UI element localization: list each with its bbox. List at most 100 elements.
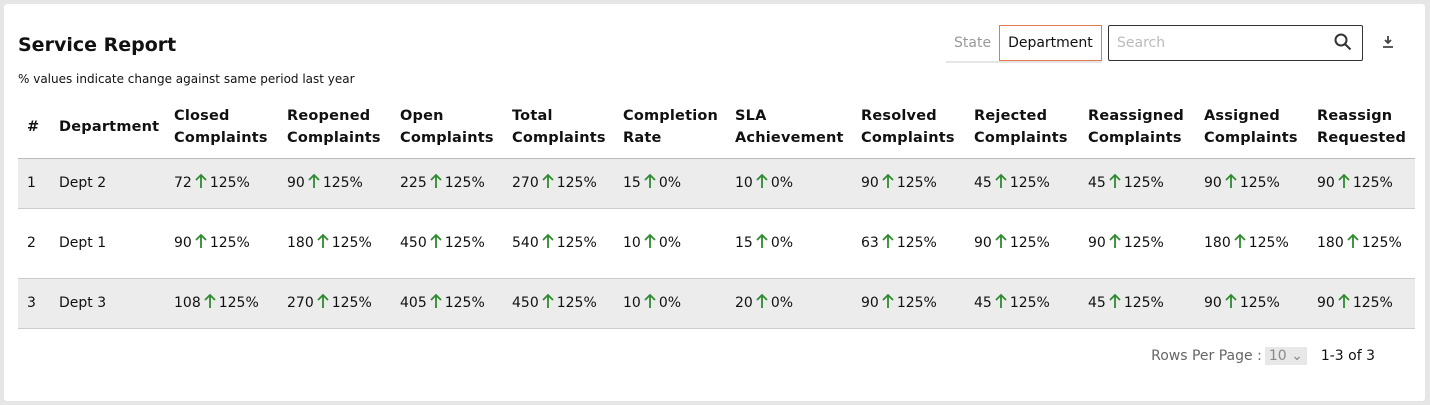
metric-change: 125% bbox=[896, 235, 937, 251]
metric-cell: 10 0% bbox=[614, 208, 726, 279]
search-icon[interactable] bbox=[1334, 33, 1352, 51]
metric-cell: 270 125% bbox=[278, 278, 391, 329]
up-arrow bbox=[542, 293, 554, 308]
metric-change: 125% bbox=[444, 295, 485, 311]
metric-change: 125% bbox=[1009, 295, 1050, 311]
up-arrow bbox=[995, 293, 1007, 308]
metric-change: 125% bbox=[1352, 175, 1393, 191]
metric-change: 0% bbox=[658, 175, 682, 191]
metric-value: 45 bbox=[974, 295, 992, 311]
metric-change: 125% bbox=[1123, 175, 1164, 191]
up-arrow bbox=[756, 173, 768, 188]
metric-cell: 45 125% bbox=[1079, 278, 1195, 329]
metric-cell: 450 125% bbox=[391, 208, 503, 279]
up-arrow bbox=[644, 233, 656, 248]
metric-change: 0% bbox=[770, 235, 794, 251]
column-header: Department bbox=[50, 96, 165, 159]
metric-cell: 10 0% bbox=[726, 158, 852, 209]
report-card: Service Report % values indicate change … bbox=[4, 4, 1425, 401]
up-arrow bbox=[882, 173, 894, 188]
toggle-option[interactable]: State bbox=[954, 35, 992, 51]
metric-change: 125% bbox=[444, 235, 485, 251]
metric-cell: 90 125% bbox=[852, 278, 965, 329]
metric-change: 125% bbox=[1123, 295, 1164, 311]
metric-change: 125% bbox=[1239, 295, 1280, 311]
metric-cell: 90 125% bbox=[1079, 208, 1195, 279]
up-arrow bbox=[882, 293, 894, 308]
metric-cell: 45 125% bbox=[965, 158, 1079, 209]
metric-change: 125% bbox=[444, 175, 485, 191]
metric-cell: 10 0% bbox=[614, 278, 726, 329]
metric-cell: 270 125% bbox=[503, 158, 614, 209]
up-arrow bbox=[430, 233, 442, 248]
metric-value: 180 bbox=[287, 235, 314, 251]
metric-cell: 180 125% bbox=[1308, 208, 1415, 279]
metric-value: 180 bbox=[1317, 235, 1344, 251]
metric-cell: 15 0% bbox=[614, 158, 726, 209]
up-arrow bbox=[542, 173, 554, 188]
download-icon[interactable] bbox=[1381, 35, 1395, 49]
metric-value: 270 bbox=[287, 295, 314, 311]
table-row: 2 Dept 1 90 125% 180 125% 450 125% 540 125% 10 0% 15… bbox=[18, 208, 1415, 279]
metric-value: 45 bbox=[1088, 175, 1106, 191]
metric-value: 15 bbox=[623, 175, 641, 191]
metric-cell: 90 125% bbox=[852, 158, 965, 209]
metric-value: 10 bbox=[735, 175, 753, 191]
up-arrow bbox=[317, 293, 329, 308]
column-header: Reassign Requested bbox=[1308, 96, 1415, 159]
metric-value: 72 bbox=[174, 175, 192, 191]
metric-value: 10 bbox=[623, 235, 641, 251]
search-box[interactable]: Search bbox=[1108, 25, 1363, 61]
up-arrow bbox=[882, 233, 894, 248]
metric-value: 63 bbox=[861, 235, 879, 251]
metric-change: 125% bbox=[209, 235, 250, 251]
toggle-option[interactable]: Department bbox=[999, 25, 1102, 61]
rows-per-page-value: 10 bbox=[1268, 348, 1287, 364]
up-arrow bbox=[430, 173, 442, 188]
title: Service Report bbox=[18, 34, 177, 56]
view-toggle: State Department bbox=[946, 25, 1102, 63]
metric-change: 125% bbox=[1248, 235, 1289, 251]
metric-value: 90 bbox=[1204, 175, 1222, 191]
up-arrow bbox=[308, 173, 320, 188]
metric-change: 125% bbox=[1352, 295, 1393, 311]
up-arrow bbox=[1338, 173, 1350, 188]
metric-cell: 90 125% bbox=[1195, 158, 1308, 209]
up-arrow bbox=[644, 293, 656, 308]
rows-per-page-select[interactable]: 10 ⌄ bbox=[1264, 347, 1307, 365]
metric-cell: 90 125% bbox=[1308, 278, 1415, 329]
metric-value: 90 bbox=[974, 235, 992, 251]
column-header: Resolved Complaints bbox=[852, 96, 965, 159]
metric-value: 90 bbox=[861, 295, 879, 311]
metric-value: 225 bbox=[400, 175, 427, 191]
department-name: Dept 1 bbox=[50, 208, 165, 279]
metric-value: 270 bbox=[512, 175, 539, 191]
up-arrow bbox=[1225, 293, 1237, 308]
column-header: # bbox=[18, 96, 50, 159]
column-header: Reassigned Complaints bbox=[1079, 96, 1195, 159]
metric-change: 125% bbox=[331, 295, 372, 311]
column-header: SLA Achievement bbox=[726, 96, 852, 159]
up-arrow bbox=[317, 233, 329, 248]
metric-value: 10 bbox=[623, 295, 641, 311]
metric-value: 405 bbox=[400, 295, 427, 311]
metric-cell: 45 125% bbox=[965, 278, 1079, 329]
metric-cell: 63 125% bbox=[852, 208, 965, 279]
metric-change: 125% bbox=[1239, 175, 1280, 191]
column-header: Reopened Complaints bbox=[278, 96, 391, 159]
up-arrow bbox=[1109, 173, 1121, 188]
metric-change: 125% bbox=[1361, 235, 1402, 251]
metric-cell: 90 125% bbox=[278, 158, 391, 209]
metric-cell: 540 125% bbox=[503, 208, 614, 279]
metric-change: 125% bbox=[556, 175, 597, 191]
metric-cell: 45 125% bbox=[1079, 158, 1195, 209]
metric-cell: 225 125% bbox=[391, 158, 503, 209]
metric-cell: 405 125% bbox=[391, 278, 503, 329]
metric-value: 90 bbox=[1317, 175, 1335, 191]
up-arrow bbox=[542, 233, 554, 248]
metric-value: 90 bbox=[1204, 295, 1222, 311]
up-arrow bbox=[195, 233, 207, 248]
metric-cell: 108 125% bbox=[165, 278, 278, 329]
metric-value: 108 bbox=[174, 295, 201, 311]
up-arrow bbox=[195, 173, 207, 188]
